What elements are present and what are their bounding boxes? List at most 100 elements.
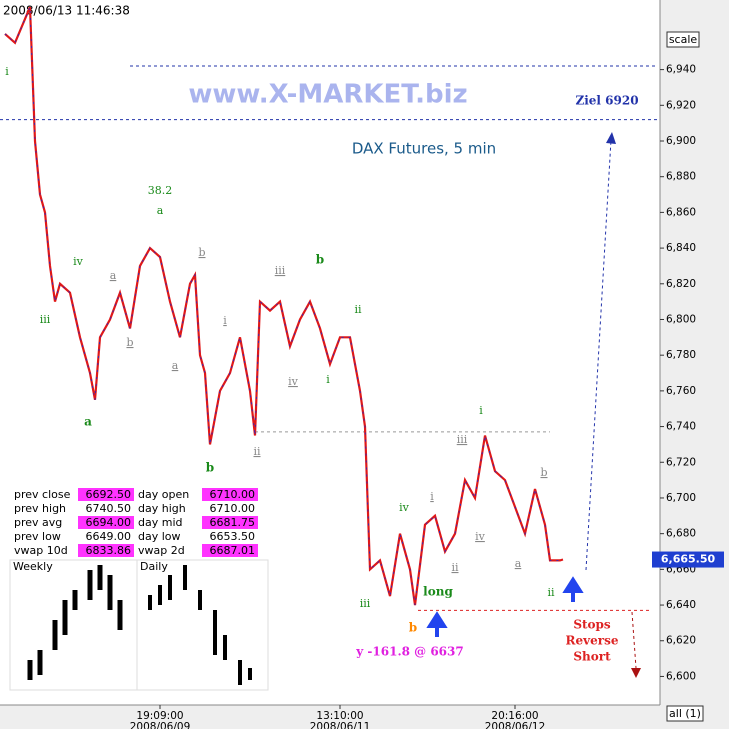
wave-label: iii — [275, 264, 286, 277]
last-price-label: 6,665.50 — [661, 553, 716, 566]
stop-line — [631, 611, 637, 669]
info-key: prev low — [10, 529, 78, 544]
info-row: prev avg 6694.00 day mid 6681.75 — [10, 515, 259, 530]
wave-label: a — [84, 415, 92, 429]
y-tick-label: 6,920 — [666, 99, 696, 111]
wave-label: a — [515, 557, 522, 570]
wave-label: iv — [73, 255, 84, 268]
y-tick-label: 6,600 — [666, 670, 696, 682]
y-tick-label: 6,840 — [666, 242, 696, 254]
y-tick-label: 6,700 — [666, 492, 696, 504]
info-key: vwap 10d — [10, 543, 78, 558]
mini-chart — [136, 559, 269, 691]
y-tick-label: 6,800 — [666, 313, 696, 325]
projection-note: y -161.8 @ 6637 — [355, 645, 463, 659]
wave-label: iii — [40, 313, 51, 326]
info-value: 6692.50 — [77, 487, 135, 502]
wave-label: iii — [360, 597, 371, 610]
y-tick-label: 6,740 — [666, 421, 696, 433]
info-key: prev high — [10, 501, 78, 516]
watermark: www.X-MARKET.biz — [188, 80, 467, 110]
info-row: prev high 6740.50 day high 6710.00 — [10, 501, 259, 516]
y-tick-label: 6,780 — [666, 349, 696, 361]
wave-label: iv — [475, 530, 486, 543]
scale-button-label[interactable]: scale — [669, 33, 698, 46]
wave-label: b — [409, 621, 417, 635]
x-tick-label: 20:16:00 — [491, 710, 538, 722]
info-table: prev close 6692.50 day open 6710.00 prev hig… — [10, 487, 259, 558]
subtitle: DAX Futures, 5 min — [352, 140, 496, 158]
wave-label: long — [423, 585, 453, 599]
wave-label: b — [126, 336, 133, 349]
y-tick-label: 6,860 — [666, 206, 696, 218]
info-value: 6833.86 — [77, 543, 135, 558]
wave-label: i — [479, 404, 483, 417]
all-button-label[interactable]: all (1) — [669, 707, 701, 720]
info-row: vwap 10d 6833.86 vwap 2d 6687.01 — [10, 543, 259, 558]
y-tick-label: 6,640 — [666, 599, 696, 611]
info-key: day high — [134, 501, 202, 516]
y-tick-label: 6,720 — [666, 456, 696, 468]
info-key: prev avg — [10, 515, 78, 530]
wave-label: 38.2 — [148, 184, 173, 197]
wave-label: iii — [457, 433, 468, 446]
info-key: day low — [134, 529, 202, 544]
y-tick-label: 6,820 — [666, 278, 696, 290]
target-label: Ziel 6920 — [575, 94, 638, 108]
y-tick-label: 6,680 — [666, 528, 696, 540]
info-value: 6740.50 — [77, 501, 135, 516]
info-value: 6653.50 — [201, 529, 259, 544]
info-row: prev low 6649.00 day low 6653.50 — [10, 529, 259, 544]
x-tick-date: 2008/06/09 — [130, 721, 191, 729]
wave-label: b — [540, 466, 547, 479]
wave-label: ii — [253, 445, 261, 458]
info-row: prev close 6692.50 day open 6710.00 — [10, 487, 259, 502]
all-button[interactable] — [666, 705, 704, 722]
info-key: prev close — [10, 487, 78, 502]
info-value: 6681.75 — [201, 515, 259, 530]
wave-label: b — [206, 461, 214, 475]
y-tick-label: 6,940 — [666, 64, 696, 76]
y-tick-label: 6,620 — [666, 635, 696, 647]
x-tick-date: 2008/06/11 — [310, 721, 371, 729]
wave-label: i — [5, 65, 9, 78]
info-key: day mid — [134, 515, 202, 530]
wave-label: b — [316, 253, 324, 267]
info-value: 6710.00 — [201, 501, 259, 516]
long-arrow — [562, 576, 584, 602]
last-price-box — [652, 551, 724, 568]
arrow-head — [631, 668, 641, 678]
y-tick-label: 6,880 — [666, 171, 696, 183]
wave-label: a — [172, 359, 179, 372]
wave-label: ii — [547, 586, 555, 599]
stops-note: Stops — [573, 618, 611, 632]
price-line-shadow — [4, 6, 564, 606]
x-axis-panel — [0, 705, 660, 729]
wave-label: iv — [399, 501, 410, 514]
mini-candles — [27, 565, 123, 680]
y-tick-label: 6,760 — [666, 385, 696, 397]
scale-button[interactable] — [666, 31, 700, 48]
projection-line — [585, 139, 612, 571]
wave-label: a — [157, 204, 164, 217]
info-key: vwap 2d — [134, 543, 202, 558]
info-value: 6687.01 — [201, 543, 259, 558]
info-value: 6710.00 — [201, 487, 259, 502]
info-value: 6649.00 — [77, 529, 135, 544]
mini-candles — [148, 565, 252, 685]
wave-label: i — [223, 314, 227, 327]
arrow-head — [606, 132, 616, 144]
wave-label: a — [110, 269, 117, 282]
x-tick-label: 13:10:00 — [316, 710, 363, 722]
wave-label: i — [430, 490, 434, 503]
x-tick-label: 19:09:00 — [136, 710, 183, 722]
wave-label: i — [326, 373, 330, 386]
wave-label: b — [198, 246, 205, 259]
wave-label: ii — [354, 303, 362, 316]
wave-label: ii — [451, 561, 459, 574]
mini-chart-title: Weekly — [13, 560, 53, 573]
timestamp: 2008/06/13 11:46:38 — [3, 4, 130, 18]
y-tick-label: 6,900 — [666, 135, 696, 147]
